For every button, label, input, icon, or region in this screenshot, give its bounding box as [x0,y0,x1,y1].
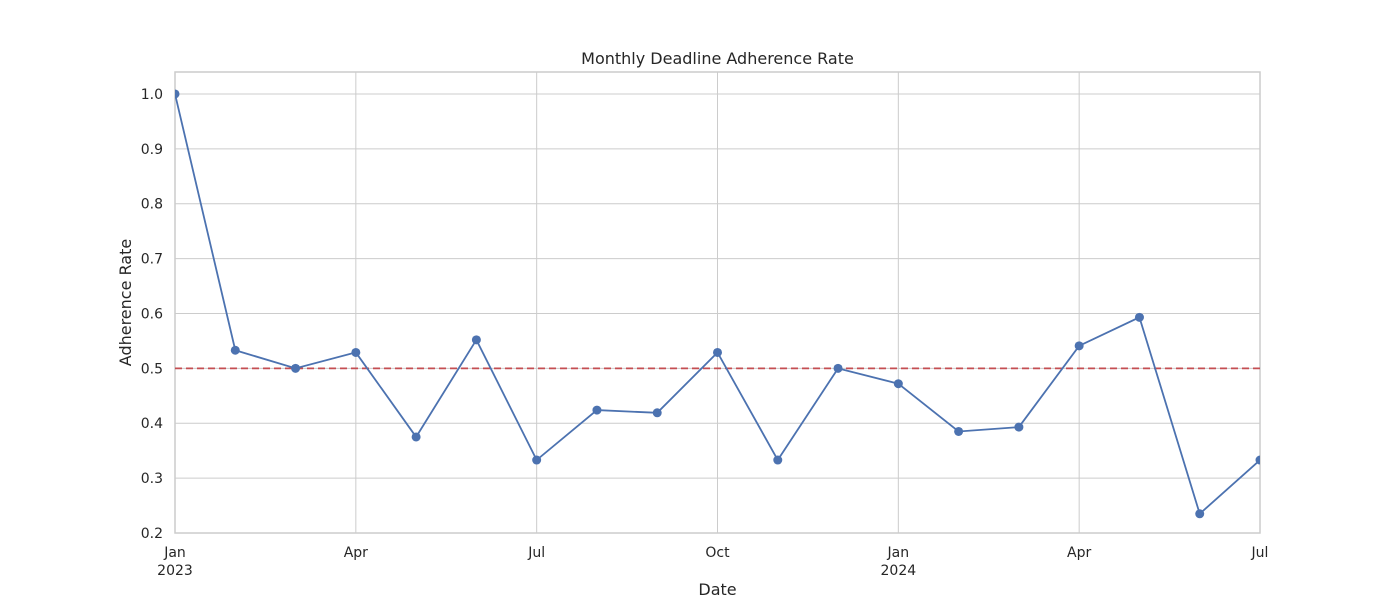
y-tick-label: 0.5 [141,361,163,377]
y-tick-label: 0.6 [141,306,163,322]
data-point [291,363,301,373]
x-tick-label: Jan [887,545,910,561]
y-tick-label: 0.3 [141,471,163,487]
y-tick-label: 0.8 [141,197,163,213]
data-point [1255,455,1260,465]
x-tick-label: Jan [163,545,186,561]
y-tick-label: 0.9 [141,142,163,158]
data-point [1014,422,1024,432]
chart-title: Monthly Deadline Adherence Rate [581,49,854,68]
data-point [893,379,903,389]
data-point [1195,509,1205,519]
y-tick-label: 0.7 [141,252,163,268]
data-point [773,455,783,465]
x-tick-year-label: 2024 [881,563,917,579]
data-point [532,455,542,465]
data-point [592,405,602,415]
x-tick-label: Apr [1067,545,1091,561]
series-layer [175,89,1260,519]
x-tick-label: Oct [705,545,730,561]
data-point [954,426,964,436]
y-tick-label: 1.0 [141,87,163,103]
data-point [1134,312,1144,322]
y-tick-labels: 0.2 0.3 0.4 0.5 0.6 0.7 0.8 0.9 1.0 [141,87,163,542]
x-tick-label: Apr [344,545,368,561]
y-axis-label: Adherence Rate [116,239,135,366]
data-point [411,432,421,442]
data-point [833,363,843,373]
x-axis-label: Date [698,580,736,599]
data-point [652,408,662,418]
data-point [351,347,361,357]
data-point [175,89,180,99]
x-tick-labels: Jan 2023 Apr Jul Oct Jan 2024 Apr Jul [157,545,1268,579]
x-tick-year-label: 2023 [157,563,193,579]
x-tick-label: Jul [1251,545,1269,561]
plot-frame [174,71,1261,534]
data-point [1074,341,1084,351]
y-tick-label: 0.4 [141,416,163,432]
data-point [713,347,722,357]
x-tick-label: Jul [527,545,545,561]
data-point [471,335,481,345]
data-point [230,345,240,355]
y-tick-label: 0.2 [141,526,163,542]
grid-layer [174,72,1261,534]
